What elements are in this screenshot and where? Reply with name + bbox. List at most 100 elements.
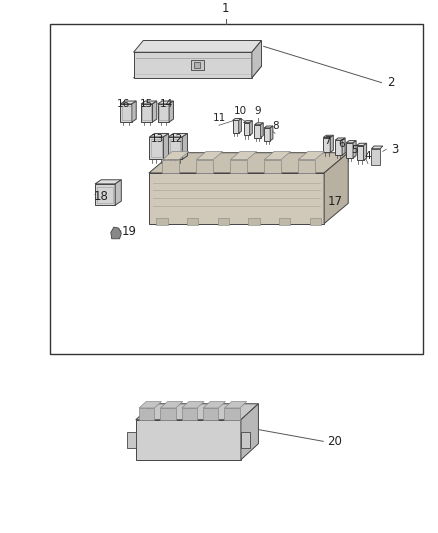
Polygon shape (324, 152, 348, 224)
Text: 8: 8 (272, 120, 279, 131)
Polygon shape (134, 66, 261, 78)
Bar (187, 219, 198, 225)
Bar (97, 187, 113, 203)
Polygon shape (335, 140, 342, 155)
Text: 6: 6 (338, 139, 345, 149)
Polygon shape (225, 408, 240, 420)
Polygon shape (168, 133, 187, 137)
Polygon shape (196, 160, 213, 173)
Bar (50, 24, 423, 354)
Polygon shape (264, 126, 273, 128)
Text: 11: 11 (212, 112, 226, 123)
Text: 14: 14 (160, 99, 173, 109)
Polygon shape (298, 160, 315, 173)
Text: 5: 5 (351, 144, 358, 155)
Polygon shape (169, 101, 173, 122)
Bar (218, 219, 229, 225)
Polygon shape (233, 120, 239, 133)
Polygon shape (298, 151, 325, 160)
Polygon shape (160, 402, 183, 408)
Text: 18: 18 (93, 190, 108, 203)
Polygon shape (233, 118, 241, 120)
Bar (159, 106, 168, 120)
Text: 4: 4 (364, 151, 371, 161)
Polygon shape (139, 402, 162, 408)
Polygon shape (346, 141, 356, 143)
Polygon shape (182, 133, 187, 159)
Polygon shape (139, 408, 154, 420)
Bar (279, 219, 290, 225)
Polygon shape (230, 151, 257, 160)
Text: 7: 7 (324, 136, 331, 146)
Polygon shape (203, 408, 219, 420)
Polygon shape (265, 151, 291, 160)
Polygon shape (136, 404, 258, 420)
Polygon shape (254, 125, 261, 138)
Text: 2: 2 (387, 76, 394, 89)
Polygon shape (120, 104, 132, 122)
Polygon shape (265, 160, 281, 173)
Text: 19: 19 (122, 225, 137, 238)
Polygon shape (323, 135, 333, 138)
Polygon shape (149, 152, 348, 173)
Bar (248, 219, 260, 225)
Polygon shape (244, 123, 250, 135)
Polygon shape (264, 128, 270, 141)
Bar (310, 219, 321, 225)
Polygon shape (162, 160, 179, 173)
Bar (191, 60, 204, 70)
Polygon shape (134, 52, 252, 78)
Bar (142, 106, 151, 120)
Text: 3: 3 (391, 143, 398, 156)
Text: 15: 15 (140, 99, 153, 109)
Bar (151, 139, 162, 157)
Polygon shape (182, 402, 204, 408)
Polygon shape (244, 120, 252, 123)
Text: 16: 16 (117, 99, 130, 109)
Polygon shape (152, 101, 157, 122)
Polygon shape (141, 101, 157, 104)
Polygon shape (95, 184, 115, 205)
Polygon shape (158, 101, 173, 104)
Polygon shape (364, 143, 367, 160)
Bar (194, 62, 200, 68)
Polygon shape (203, 402, 226, 408)
Polygon shape (168, 137, 182, 159)
Polygon shape (149, 137, 163, 159)
Polygon shape (342, 138, 345, 155)
Polygon shape (357, 143, 367, 146)
Polygon shape (254, 123, 263, 125)
Polygon shape (149, 173, 324, 224)
Polygon shape (239, 118, 241, 133)
Polygon shape (230, 160, 247, 173)
Polygon shape (270, 126, 273, 141)
Polygon shape (127, 432, 136, 448)
Polygon shape (158, 104, 169, 122)
Polygon shape (335, 138, 345, 140)
Polygon shape (323, 138, 330, 152)
Bar (122, 106, 131, 120)
Polygon shape (261, 123, 263, 138)
Polygon shape (225, 402, 247, 408)
Polygon shape (252, 41, 261, 78)
Polygon shape (357, 146, 364, 160)
Polygon shape (346, 143, 353, 158)
Polygon shape (149, 133, 169, 137)
Polygon shape (241, 404, 258, 459)
Polygon shape (160, 408, 176, 420)
Polygon shape (141, 104, 152, 122)
Text: 1: 1 (222, 2, 230, 15)
Polygon shape (163, 133, 169, 159)
Text: 12: 12 (170, 134, 183, 144)
Text: 20: 20 (328, 435, 343, 448)
Polygon shape (111, 227, 121, 239)
Polygon shape (241, 432, 250, 448)
Polygon shape (95, 180, 121, 184)
Polygon shape (162, 151, 189, 160)
Bar (170, 139, 180, 157)
Text: 10: 10 (233, 106, 247, 116)
Text: 17: 17 (328, 195, 343, 208)
Bar (371, 149, 380, 165)
Polygon shape (196, 151, 223, 160)
Text: 13: 13 (151, 134, 164, 144)
